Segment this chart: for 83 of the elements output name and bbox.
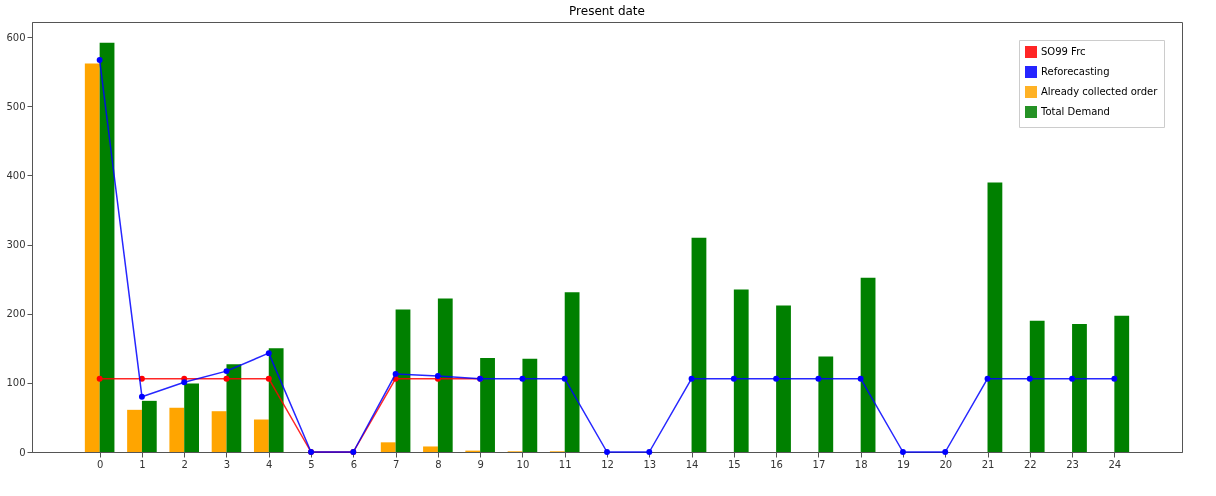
x-tick-label: 8 [435, 458, 442, 470]
y-tick-label: 600 [6, 31, 26, 43]
point [223, 375, 230, 382]
point [519, 375, 526, 382]
x-tick-label: 11 [558, 458, 572, 470]
legend-label: SO99 Frc [1041, 46, 1086, 57]
bar [691, 237, 707, 452]
point [96, 375, 103, 382]
bar [226, 364, 242, 452]
bar [733, 289, 749, 452]
bar [564, 292, 580, 452]
bar [141, 400, 157, 452]
y-tick-label: 0 [19, 446, 26, 458]
x-tick-label: 24 [1108, 458, 1122, 470]
x-tick-label: 15 [727, 458, 741, 470]
y-tick-label: 500 [6, 100, 26, 112]
bar [776, 305, 791, 452]
x-tick-label: 2 [181, 458, 188, 470]
bar [1029, 320, 1045, 452]
point [265, 375, 272, 382]
point [181, 379, 188, 386]
y-tick-label: 300 [6, 239, 26, 251]
bar [380, 442, 396, 452]
bar [127, 409, 142, 452]
point [1026, 375, 1033, 382]
point [815, 375, 822, 382]
x-tick-label: 20 [939, 458, 953, 470]
point [561, 375, 568, 382]
legend-label: Total Demand [1040, 106, 1110, 117]
x-tick-label: 1 [139, 458, 146, 470]
x-tick-label: 6 [350, 458, 358, 470]
x-tick-label: 23 [1066, 458, 1079, 470]
bar [987, 182, 1003, 452]
legend-label: Already collected order [1041, 86, 1159, 97]
y-tick-label: 200 [6, 308, 26, 320]
bar [211, 411, 227, 452]
point [392, 370, 399, 377]
x-tick-label: 17 [812, 458, 826, 470]
bar [184, 383, 199, 452]
bar [860, 277, 876, 452]
bar [1072, 324, 1087, 452]
x-tick-label: 9 [477, 458, 484, 470]
x-tick-label: 22 [1023, 458, 1037, 470]
point [773, 375, 780, 382]
chart-title: Present date [569, 4, 645, 18]
y-tick-label: 400 [6, 169, 26, 181]
x-tick-label: 18 [854, 458, 868, 470]
point [223, 368, 230, 375]
bar [1114, 315, 1130, 452]
x-tick-label: 14 [685, 458, 699, 470]
y-tick-label: 100 [6, 377, 26, 389]
point [265, 350, 272, 357]
bar [437, 298, 453, 452]
x-tick-label: 13 [643, 458, 657, 470]
bar [84, 63, 100, 452]
point [1069, 375, 1076, 382]
bar [818, 356, 834, 452]
legend-label: Reforecasting [1041, 66, 1110, 77]
x-tick-label: 21 [981, 458, 995, 470]
x-tick-label: 16 [770, 458, 783, 470]
bar [99, 42, 115, 452]
bar [253, 419, 269, 452]
x-tick-label: 4 [266, 458, 273, 470]
x-tick-label: 12 [601, 458, 614, 470]
point [730, 375, 737, 382]
bar [423, 446, 438, 452]
x-tick-label: 7 [392, 458, 400, 470]
bar [395, 309, 411, 452]
x-tick-label: 10 [516, 458, 530, 470]
bar [169, 407, 185, 452]
point [857, 375, 864, 382]
x-tick-label: 3 [223, 458, 231, 470]
point [688, 375, 695, 382]
bar [268, 348, 284, 452]
point [984, 375, 991, 382]
bar [480, 357, 495, 452]
bar [522, 358, 538, 452]
point [138, 393, 145, 400]
point [96, 57, 103, 63]
x-tick-label: 0 [96, 458, 104, 470]
x-tick-label: 19 [897, 458, 910, 470]
x-tick-label: 5 [308, 458, 315, 470]
point [1111, 375, 1118, 382]
